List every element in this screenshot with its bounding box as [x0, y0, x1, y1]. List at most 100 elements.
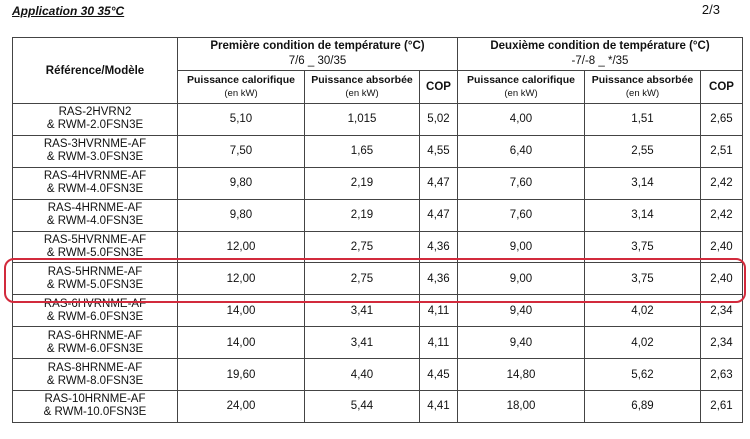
heating-capacity-2-cell: 9,40: [457, 326, 585, 360]
header-cop-2: COP: [700, 70, 743, 104]
power-input-label: Puissance absorbée: [311, 74, 413, 86]
cop-1-cell: 4,55: [419, 134, 458, 168]
power-input-2-cell: 5,62: [584, 358, 701, 392]
first-condition-temps: 7/6 _ 30/35: [288, 55, 347, 67]
outdoor-unit-model: RAS-10HRNME-AF: [44, 393, 146, 406]
cop-2-cell: 2,34: [700, 294, 743, 328]
table-row-highlighted: RAS-5HRNME-AF & RWM-5.0FSN3E 12,00 2,75 4…: [12, 262, 743, 296]
indoor-unit-model: & RWM-8.0FSN3E: [46, 374, 144, 387]
power-input-1-cell: 3,41: [304, 294, 420, 328]
heating-capacity-1-cell: 14,00: [177, 326, 305, 360]
outdoor-unit-model: RAS-3HVRNME-AF: [43, 138, 147, 151]
model-cell: RAS-6HVRNME-AF & RWM-6.0FSN3E: [12, 294, 178, 328]
power-input-1-cell: 2,19: [304, 198, 420, 232]
indoor-unit-model: & RWM-5.0FSN3E: [46, 278, 144, 291]
cop-2-cell: 2,51: [700, 134, 743, 168]
unit-label: (en kW): [625, 88, 660, 99]
cop-2-cell: 2,40: [700, 262, 743, 296]
outdoor-unit-model: RAS-4HRNME-AF: [47, 202, 143, 215]
power-input-2-cell: 4,02: [584, 294, 701, 328]
outdoor-unit-model: RAS-5HRNME-AF: [47, 265, 143, 278]
heating-capacity-1-cell: 9,80: [177, 166, 305, 200]
header-heating-capacity-1: Puissance calorifique (en kW): [177, 70, 305, 104]
heating-capacity-2-cell: 9,40: [457, 294, 585, 328]
page-number: 2/3: [701, 2, 720, 17]
heating-capacity-1-cell: 12,00: [177, 262, 305, 296]
heating-capacity-2-cell: 4,00: [457, 103, 585, 136]
indoor-unit-model: & RWM-5.0FSN3E: [46, 247, 144, 259]
unit-label: (en kW): [504, 88, 538, 99]
power-input-2-cell: 3,75: [584, 262, 701, 296]
header-cop-1: COP: [419, 70, 458, 104]
power-input-2-cell: 3,14: [584, 198, 701, 232]
heating-capacity-1-cell: 7,50: [177, 134, 305, 168]
heating-capacity-2-cell: 9,00: [457, 230, 585, 264]
table-row: RAS-4HRNME-AF & RWM-4.0FSN3E 9,80 2,19 4,…: [12, 198, 743, 232]
heating-capacity-2-cell: 14,80: [457, 358, 585, 392]
power-input-1-cell: 4,40: [304, 358, 420, 392]
power-input-1-cell: 5,44: [304, 390, 420, 423]
cop-1-cell: 4,36: [419, 230, 458, 264]
cop-2-cell: 2,34: [700, 326, 743, 360]
unit-label: (en kW): [224, 88, 258, 99]
unit-label: (en kW): [345, 88, 379, 99]
table-row: RAS-2HVRN2 & RWM-2.0FSN3E 5,10 1,015 5,02…: [12, 103, 743, 136]
second-condition-title: Deuxième condition de température (°C): [490, 40, 710, 52]
cop-1-cell: 4,36: [419, 262, 458, 296]
model-cell: RAS-5HVRNME-AF & RWM-5.0FSN3E: [12, 230, 178, 264]
power-input-1-cell: 2,75: [304, 262, 420, 296]
heating-capacity-2-cell: 7,60: [457, 166, 585, 200]
cop-2-cell: 2,42: [700, 198, 743, 232]
indoor-unit-model: & RWM-4.0FSN3E: [46, 183, 144, 196]
cop-1-cell: 5,02: [419, 103, 458, 136]
power-input-2-cell: 3,14: [584, 166, 701, 200]
model-cell: RAS-6HRNME-AF & RWM-6.0FSN3E: [12, 326, 178, 360]
heating-capacity-2-cell: 7,60: [457, 198, 585, 232]
power-input-label: Puissance absorbée: [591, 74, 694, 86]
header-power-input-2: Puissance absorbée (en kW): [584, 70, 701, 104]
power-input-1-cell: 2,75: [304, 230, 420, 264]
header-second-condition: Deuxième condition de température (°C) -…: [457, 37, 743, 71]
heating-capacity-1-cell: 24,00: [177, 390, 305, 423]
cop-1-cell: 4,11: [419, 326, 458, 360]
model-cell: RAS-8HRNME-AF & RWM-8.0FSN3E: [12, 358, 178, 392]
cop-1-cell: 4,41: [419, 390, 458, 423]
heating-capacity-2-cell: 9,00: [457, 262, 585, 296]
power-input-2-cell: 2,55: [584, 134, 701, 168]
table-row: RAS-6HRNME-AF & RWM-6.0FSN3E 14,00 3,41 4…: [12, 326, 743, 360]
model-cell: RAS-10HRNME-AF & RWM-10.0FSN3E: [12, 390, 178, 423]
header-power-input-1: Puissance absorbée (en kW): [304, 70, 420, 104]
table-row: RAS-10HRNME-AF & RWM-10.0FSN3E 24,00 5,44…: [12, 390, 743, 423]
performance-table: Référence/Modèle Première condition de t…: [12, 37, 743, 423]
power-input-2-cell: 4,02: [584, 326, 701, 360]
outdoor-unit-model: RAS-5HVRNME-AF: [43, 234, 147, 246]
cop-2-cell: 2,42: [700, 166, 743, 200]
indoor-unit-model: & RWM-6.0FSN3E: [46, 342, 144, 355]
indoor-unit-model: & RWM-6.0FSN3E: [46, 310, 144, 323]
cop-1-cell: 4,47: [419, 198, 458, 232]
heating-capacity-1-cell: 5,10: [177, 103, 305, 136]
document-title: Application 30 35°C: [12, 4, 125, 18]
header-first-condition: Première condition de température (°C) 7…: [177, 37, 458, 71]
cop-2-cell: 2,63: [700, 358, 743, 392]
outdoor-unit-model: RAS-2HVRN2: [58, 106, 132, 119]
second-condition-temps: -7/-8 _ */35: [571, 55, 629, 67]
model-cell: RAS-4HVRNME-AF & RWM-4.0FSN3E: [12, 166, 178, 200]
table-row: RAS-8HRNME-AF & RWM-8.0FSN3E 19,60 4,40 4…: [12, 358, 743, 392]
heating-capacity-2-cell: 6,40: [457, 134, 585, 168]
cop-2-cell: 2,40: [700, 230, 743, 264]
cop-2-cell: 2,65: [700, 103, 743, 136]
heating-capacity-label: Puissance calorifique: [467, 74, 575, 86]
power-input-2-cell: 6,89: [584, 390, 701, 423]
table-row: RAS-5HVRNME-AF & RWM-5.0FSN3E 12,00 2,75 …: [12, 230, 743, 264]
power-input-1-cell: 1,65: [304, 134, 420, 168]
heating-capacity-2-cell: 18,00: [457, 390, 585, 423]
model-cell: RAS-5HRNME-AF & RWM-5.0FSN3E: [12, 262, 178, 296]
model-cell: RAS-2HVRN2 & RWM-2.0FSN3E: [12, 103, 178, 136]
heating-capacity-label: Puissance calorifique: [187, 74, 295, 86]
model-cell: RAS-3HVRNME-AF & RWM-3.0FSN3E: [12, 134, 178, 168]
first-condition-title: Première condition de température (°C): [210, 40, 425, 52]
indoor-unit-model: & RWM-4.0FSN3E: [46, 215, 144, 228]
power-input-1-cell: 3,41: [304, 326, 420, 360]
outdoor-unit-model: RAS-4HVRNME-AF: [43, 170, 147, 183]
